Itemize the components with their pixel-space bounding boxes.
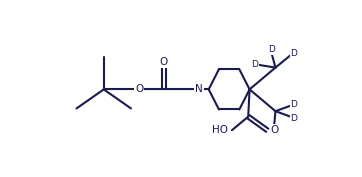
Text: O: O <box>270 125 279 135</box>
Text: O: O <box>160 57 168 67</box>
Text: N: N <box>195 84 203 94</box>
Text: D: D <box>252 60 258 69</box>
Text: HO: HO <box>212 125 228 135</box>
Text: D: D <box>271 125 278 134</box>
Text: D: D <box>291 113 298 122</box>
Text: O: O <box>135 84 143 94</box>
Text: D: D <box>268 45 275 54</box>
Text: D: D <box>291 100 298 109</box>
Text: D: D <box>291 49 298 58</box>
